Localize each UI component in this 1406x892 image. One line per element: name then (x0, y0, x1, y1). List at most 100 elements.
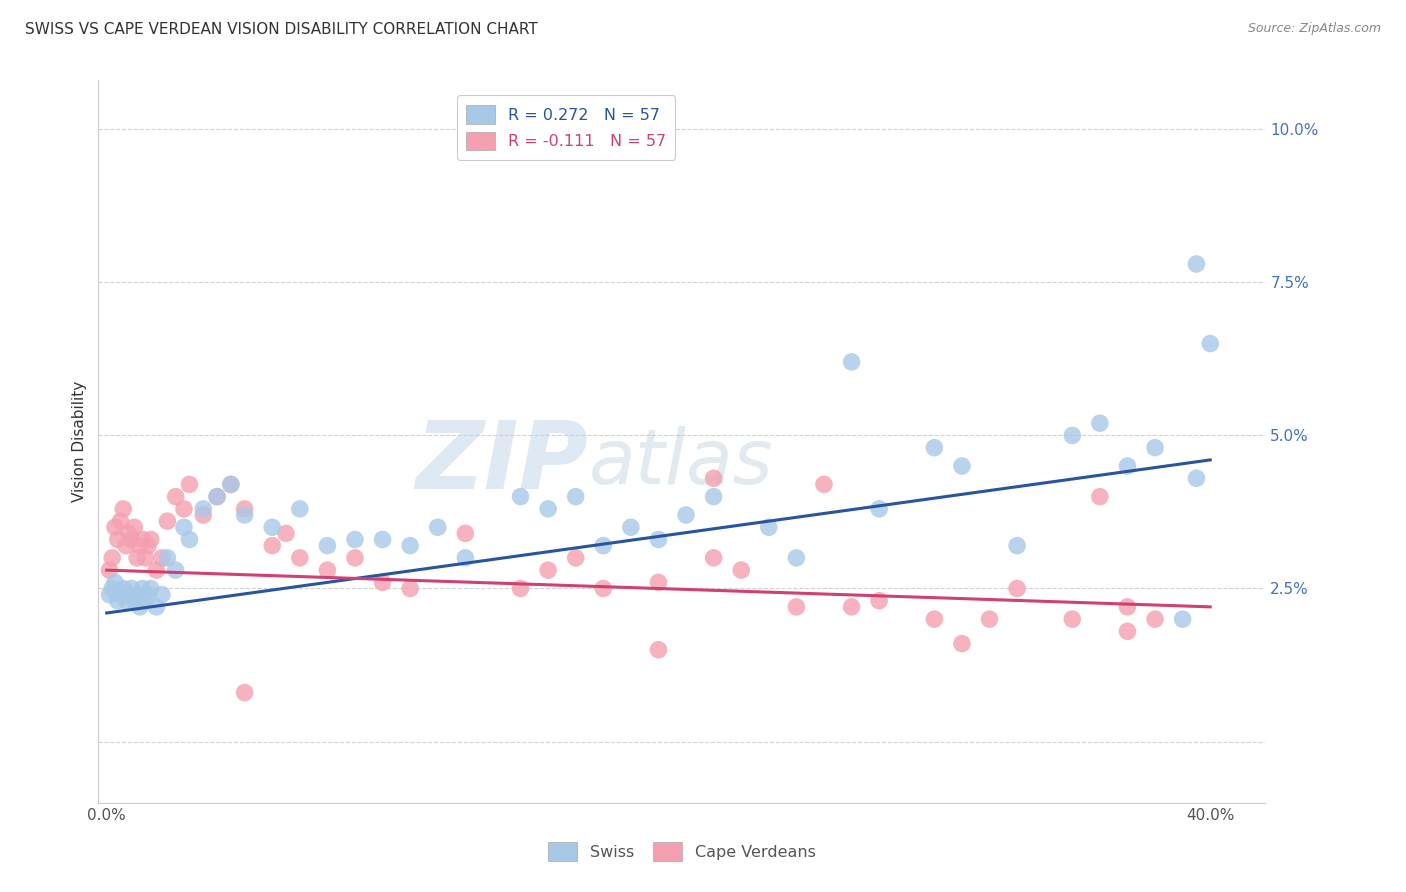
Point (101, 550, 124, 565)
Point (924, 441, 946, 455)
Point (156, 514, 179, 528)
Point (564, 550, 586, 565)
Point (841, 355, 863, 369)
Point (125, 550, 148, 565)
Point (205, 490, 228, 504)
Point (675, 508, 697, 522)
Point (454, 526, 477, 541)
Point (262, 520, 284, 534)
Point (1062, 428, 1084, 442)
Point (136, 539, 159, 553)
Point (107, 593, 129, 607)
Point (620, 520, 643, 534)
Point (1144, 441, 1167, 455)
Point (703, 550, 725, 565)
Point (1088, 416, 1111, 430)
Point (785, 599, 807, 614)
Point (112, 582, 135, 596)
Point (136, 588, 159, 602)
Point (173, 520, 195, 534)
Point (107, 533, 129, 547)
Point (110, 588, 132, 602)
Text: ZIP: ZIP (416, 417, 589, 509)
Point (274, 526, 297, 541)
Point (288, 502, 311, 516)
Point (134, 550, 156, 565)
Point (156, 550, 179, 565)
Point (179, 477, 201, 491)
Point (233, 502, 256, 516)
Point (131, 582, 153, 596)
Point (101, 582, 124, 596)
Point (121, 582, 143, 596)
Point (950, 458, 973, 473)
Point (118, 588, 141, 602)
Point (262, 539, 284, 553)
Point (219, 477, 242, 491)
Point (1062, 612, 1084, 626)
Point (454, 550, 477, 565)
Point (509, 582, 531, 596)
Text: atlas: atlas (589, 426, 773, 500)
Point (1005, 582, 1028, 596)
Point (343, 533, 366, 547)
Point (112, 502, 135, 516)
Point (785, 550, 807, 565)
Point (426, 520, 449, 534)
Point (647, 533, 669, 547)
Point (179, 533, 201, 547)
Point (124, 520, 146, 534)
Point (98, 563, 121, 577)
Point (145, 599, 167, 614)
Point (193, 508, 215, 522)
Point (139, 582, 162, 596)
Point (1144, 612, 1167, 626)
Point (150, 550, 173, 565)
Point (841, 599, 863, 614)
Point (592, 539, 614, 553)
Point (730, 563, 752, 577)
Point (399, 539, 422, 553)
Point (233, 508, 256, 522)
Text: Source: ZipAtlas.com: Source: ZipAtlas.com (1247, 22, 1381, 36)
Point (647, 642, 669, 657)
Point (950, 637, 973, 651)
Point (165, 563, 187, 577)
Point (121, 533, 143, 547)
Point (1171, 612, 1194, 626)
Point (868, 593, 890, 607)
Point (173, 502, 195, 516)
Point (145, 563, 167, 577)
Point (104, 520, 127, 534)
Point (118, 526, 141, 541)
Point (537, 563, 560, 577)
Point (104, 575, 127, 590)
Point (98, 588, 121, 602)
Point (1116, 599, 1139, 614)
Point (125, 588, 148, 602)
Point (1116, 458, 1139, 473)
Point (150, 588, 173, 602)
Point (399, 582, 422, 596)
Point (1005, 539, 1028, 553)
Point (219, 477, 242, 491)
Point (564, 490, 586, 504)
Point (134, 593, 156, 607)
Point (647, 575, 669, 590)
Point (924, 612, 946, 626)
Point (316, 539, 339, 553)
Point (1199, 336, 1222, 351)
Point (165, 490, 187, 504)
Point (110, 514, 132, 528)
Point (1116, 624, 1139, 639)
Point (509, 490, 531, 504)
Point (124, 593, 146, 607)
Point (703, 471, 725, 485)
Point (343, 550, 366, 565)
Point (128, 539, 150, 553)
Point (868, 502, 890, 516)
Point (128, 599, 150, 614)
Point (193, 502, 215, 516)
Point (703, 490, 725, 504)
Point (115, 593, 138, 607)
